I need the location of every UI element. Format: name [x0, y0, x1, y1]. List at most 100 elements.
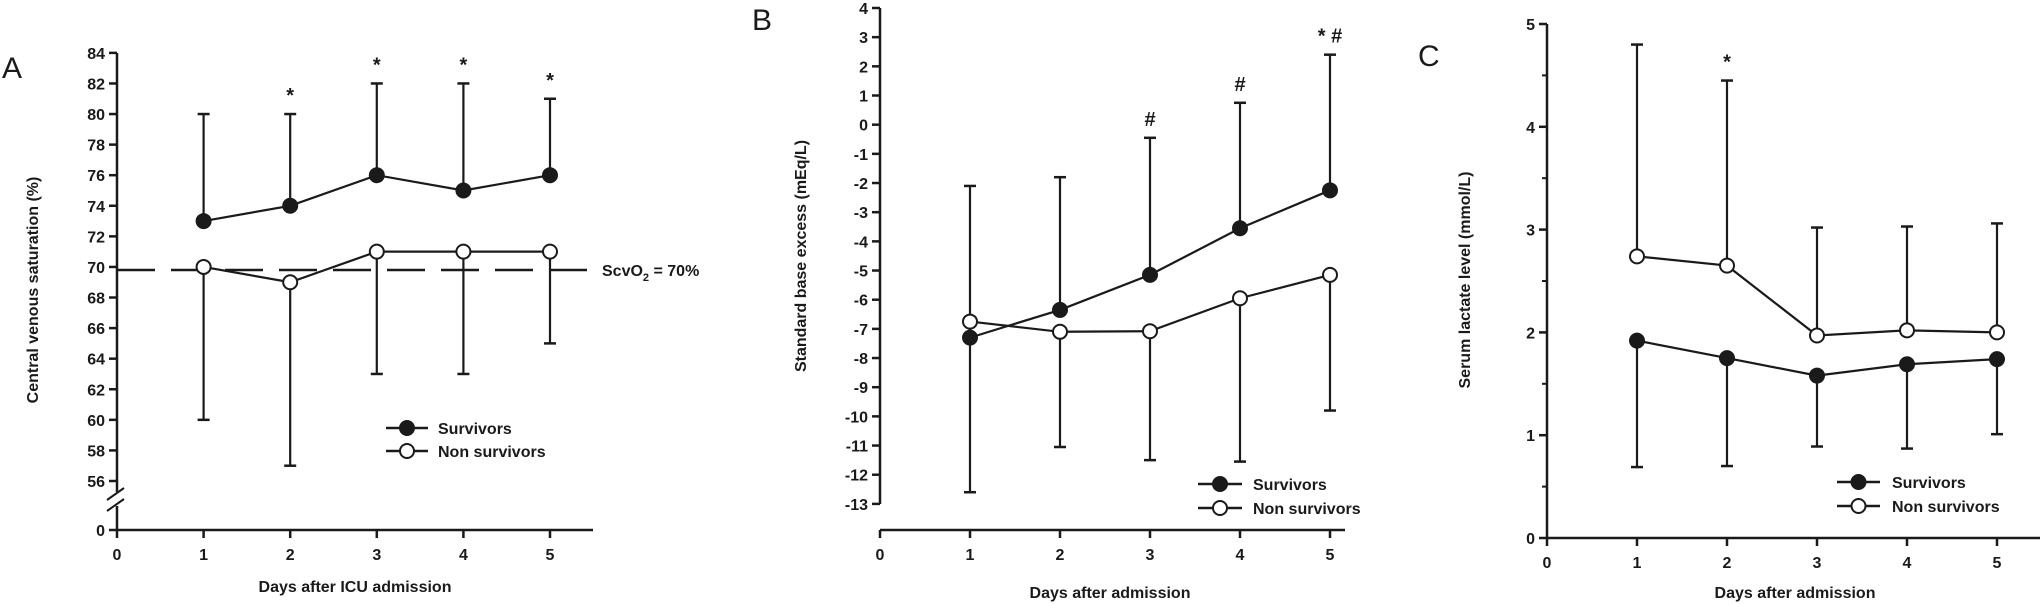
y-tick-label: -9	[854, 380, 868, 397]
data-point	[542, 167, 558, 184]
y-tick-label: 5	[1526, 17, 1535, 34]
y-tick-label: 4	[859, 1, 868, 18]
reference-label-rest: = 70%	[649, 263, 699, 280]
y-tick-label: 0	[1526, 531, 1535, 548]
y-tick-label: 64	[87, 352, 105, 369]
y-tick-label: -12	[845, 468, 868, 485]
y-tick-label: 2	[1526, 325, 1535, 342]
data-point	[1142, 266, 1158, 283]
data-point	[1719, 257, 1735, 274]
y-tick-label: 0	[96, 523, 105, 540]
legend-marker	[1212, 476, 1228, 492]
legend-marker	[1212, 500, 1228, 516]
y-tick-label: 56	[87, 474, 105, 491]
y-tick-label: 60	[87, 413, 105, 430]
legend-label: Non survivors	[1253, 501, 1361, 518]
panel-letter: A	[2, 52, 22, 85]
x-tick-label: 5	[546, 547, 555, 564]
y-tick-label: -3	[854, 205, 868, 222]
panel-letter: C	[1418, 40, 1440, 73]
y-tick-label: -7	[854, 322, 868, 339]
data-point	[455, 182, 472, 199]
data-point	[282, 197, 299, 214]
data-point	[1052, 301, 1068, 318]
data-point	[1899, 356, 1915, 373]
significance-mark: * #	[1318, 26, 1342, 48]
data-point	[1629, 332, 1645, 349]
y-tick-label: 62	[87, 382, 105, 399]
x-tick-label: 2	[1056, 547, 1065, 564]
y-tick-label: 3	[1526, 223, 1535, 240]
y-tick-label: -13	[845, 497, 868, 514]
y-tick-label: 1	[859, 89, 868, 106]
data-point	[368, 167, 385, 184]
y-tick-label: 4	[1526, 120, 1535, 137]
y-tick-label: -10	[845, 409, 868, 426]
y-tick-label: -2	[854, 176, 868, 193]
y-tick-label: -11	[846, 439, 868, 456]
data-point	[542, 243, 558, 260]
legend-marker	[399, 420, 415, 436]
series-survivors	[195, 82, 558, 230]
x-tick-label: 2	[1723, 555, 1732, 572]
data-point	[1142, 323, 1158, 340]
data-point	[1232, 290, 1248, 307]
data-point	[195, 258, 212, 275]
significance-mark: *	[1723, 52, 1731, 74]
x-axis-label: Days after ICU admission	[259, 579, 452, 596]
x-tick-label: 4	[1236, 547, 1245, 564]
series-survivors	[962, 53, 1338, 346]
significance-mark: #	[1144, 109, 1155, 131]
significance-mark: #	[1234, 74, 1245, 96]
series-survivors	[1629, 332, 2005, 469]
y-tick-label: -6	[854, 293, 868, 310]
data-point	[1899, 322, 1915, 339]
reference-label-subscript: 2	[643, 272, 649, 284]
x-tick-label: 5	[1993, 555, 2002, 572]
data-point	[195, 213, 212, 230]
y-tick-label: 0	[859, 118, 868, 135]
x-tick-label: 5	[1326, 547, 1335, 564]
x-tick-label: 4	[459, 547, 468, 564]
series-non-survivors	[195, 243, 558, 467]
data-point	[1232, 220, 1248, 237]
data-point	[1809, 327, 1825, 344]
significance-mark: *	[373, 54, 381, 76]
y-tick-label: -1	[854, 147, 868, 164]
y-tick-label: 3	[859, 30, 868, 47]
x-tick-label: 0	[1543, 555, 1552, 572]
series-non-survivors	[1629, 43, 2005, 344]
panel-letter: B	[752, 4, 772, 37]
y-tick-label: -5	[854, 264, 868, 281]
y-tick-label: 66	[87, 321, 105, 338]
y-axis-label: Serum lactate level (mmol/L)	[1457, 172, 1474, 389]
panel-c: C 0 1 2 3 4 5 0 1 2 3 4 5 Days after admission Serum l…	[1418, 17, 2040, 602]
panel-b: B 4 3 2 1 0 -1 -2 -3 -4 -5 -6 -7 -8 -9 -10 -11 -12 -13 0 1 2 3…	[752, 1, 1361, 602]
data-point	[1629, 248, 1645, 265]
y-tick-label: 70	[87, 260, 105, 277]
data-point	[1989, 324, 2005, 341]
y-axis-label: Standard base excess (mEq/L)	[793, 140, 810, 372]
x-tick-label: 0	[876, 547, 885, 564]
data-point	[1322, 266, 1338, 283]
data-point	[368, 243, 385, 260]
x-tick-label: 0	[113, 547, 122, 564]
series-non-survivors	[962, 266, 1338, 494]
legend-label: Non survivors	[1892, 499, 2000, 516]
legend-label: Survivors	[438, 421, 512, 438]
y-tick-label: 78	[87, 138, 105, 155]
panel-a: A 0 56 58 60 62 64 66 68 70 72 74 76 78 80 82 84 0 1 2 3 4 5 Da…	[2, 46, 699, 596]
axis-break-mark	[106, 498, 125, 512]
legend-marker	[1850, 474, 1867, 490]
data-point	[1719, 350, 1735, 367]
y-tick-label: -4	[854, 234, 868, 251]
y-tick-label: 72	[87, 229, 105, 246]
reference-label-main: ScvO	[602, 263, 643, 280]
x-tick-label: 1	[1633, 555, 1642, 572]
legend-label: Survivors	[1253, 477, 1327, 494]
axis-break-mark	[106, 487, 125, 501]
legend-marker	[1850, 498, 1867, 514]
y-tick-label: 58	[87, 443, 105, 460]
legend-marker	[399, 443, 415, 459]
